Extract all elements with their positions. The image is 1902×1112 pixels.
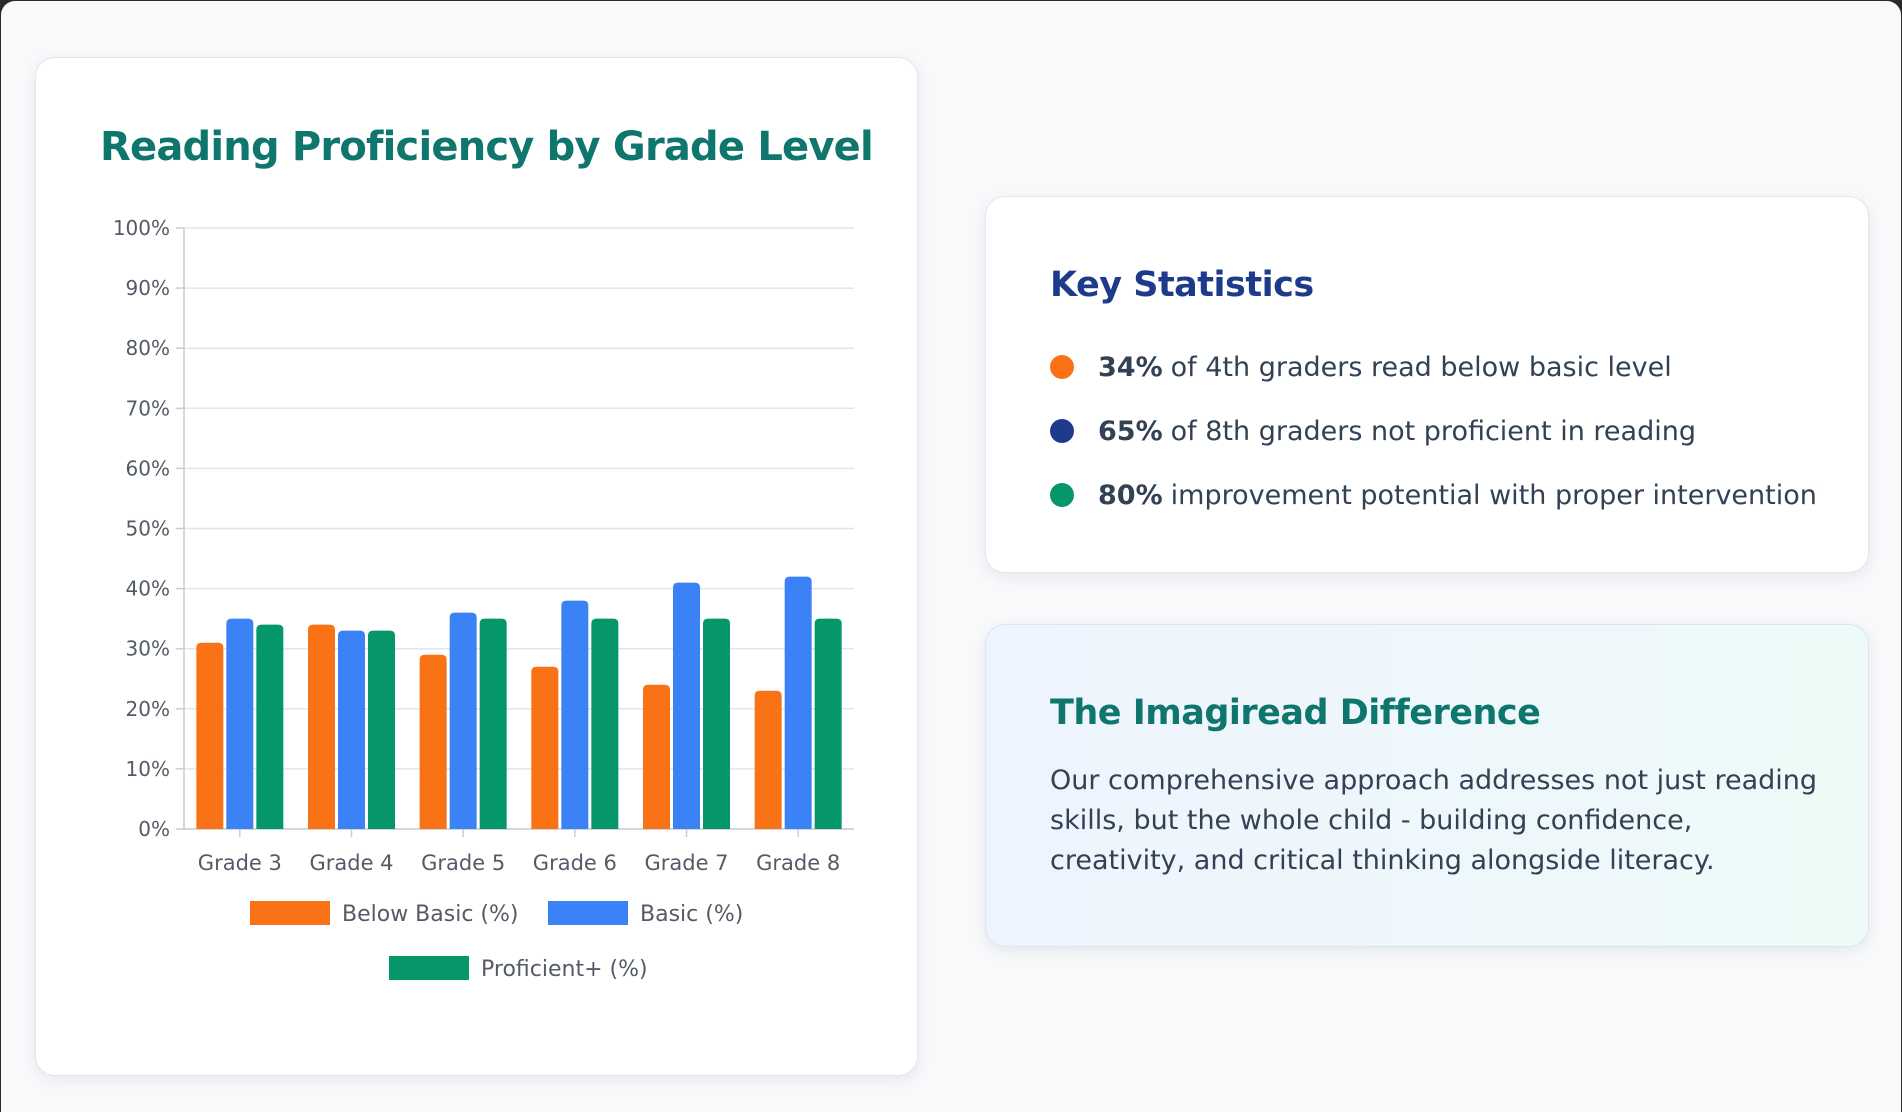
stat-item: 80% improvement potential with proper in…: [1050, 463, 1817, 527]
x-tick-label: Grade 3: [198, 851, 282, 875]
difference-body: Our comprehensive approach addresses not…: [1050, 765, 1818, 876]
bar: [703, 618, 730, 829]
bar: [643, 684, 670, 829]
bar: [591, 618, 619, 829]
bar: [754, 690, 782, 829]
navy-dot-icon: [1050, 419, 1074, 443]
bar: [531, 666, 559, 829]
bar: [308, 624, 335, 829]
x-tick-label: Grade 6: [533, 851, 617, 875]
y-tick-label: 60%: [126, 456, 170, 480]
y-tick-label: 10%: [126, 757, 170, 781]
chart-card: Reading Proficiency by Grade Level 0% 10%…: [35, 57, 918, 1076]
stat-text: of 8th graders not proficient in reading: [1170, 415, 1696, 447]
stat-item: 34% of 4th graders read below basic leve…: [1050, 335, 1817, 399]
bar: [673, 582, 700, 829]
legend-label: Basic (%): [640, 902, 743, 927]
bar: [419, 654, 447, 829]
stat-value: 65%: [1098, 415, 1163, 447]
bar: [784, 576, 812, 829]
bar: [814, 618, 842, 829]
stat-item: 65% of 8th graders not proficient in rea…: [1050, 399, 1817, 463]
legend-label: Proficient+ (%): [481, 957, 648, 982]
stat-text: of 4th graders read below basic level: [1170, 351, 1672, 383]
y-tick-label: 50%: [126, 517, 170, 541]
stat-value: 80%: [1098, 479, 1163, 511]
y-tick-label: 80%: [126, 336, 170, 360]
legend-swatch: [250, 901, 330, 925]
bar: [449, 612, 477, 829]
x-tick-label: Grade 4: [309, 851, 393, 875]
imagiread-difference-card: The Imagiread Difference Our comprehensi…: [985, 624, 1869, 947]
x-tick-label: Grade 5: [421, 851, 505, 875]
legend-swatch: [389, 956, 469, 980]
x-tick-label: Grade 8: [756, 851, 840, 875]
stat-text: improvement potential with proper interv…: [1170, 479, 1817, 511]
green-dot-icon: [1050, 483, 1074, 507]
y-tick-label: 0%: [138, 817, 170, 841]
x-tick-label: Grade 7: [644, 851, 728, 875]
bar: [368, 630, 395, 829]
stat-value: 34%: [1098, 351, 1163, 383]
key-statistics-card: Key Statistics 34% of 4th graders read b…: [985, 196, 1869, 573]
y-tick-label: 40%: [126, 577, 170, 601]
legend-swatch: [548, 901, 628, 925]
bar: [338, 630, 365, 829]
legend-label: Below Basic (%): [342, 902, 519, 927]
bar: [256, 624, 284, 829]
y-tick-label: 90%: [126, 276, 170, 300]
orange-dot-icon: [1050, 355, 1074, 379]
y-tick-label: 70%: [126, 396, 170, 420]
bar: [226, 618, 254, 829]
difference-title: The Imagiread Difference: [1050, 693, 1541, 733]
y-tick-label: 20%: [126, 697, 170, 721]
key-statistics-title: Key Statistics: [1050, 265, 1314, 305]
stat-list: 34% of 4th graders read below basic leve…: [1050, 335, 1817, 527]
y-tick-label: 30%: [126, 637, 170, 661]
bar: [196, 642, 224, 829]
y-tick-label: 100%: [113, 216, 170, 240]
bar: [479, 618, 507, 829]
bar: [561, 600, 589, 829]
chart-title: Reading Proficiency by Grade Level: [100, 124, 874, 170]
bar-chart: 0% 10% 20% 30% 40% 50% 60% 70% 80% 90% 100% Grade 3…: [113, 216, 854, 982]
